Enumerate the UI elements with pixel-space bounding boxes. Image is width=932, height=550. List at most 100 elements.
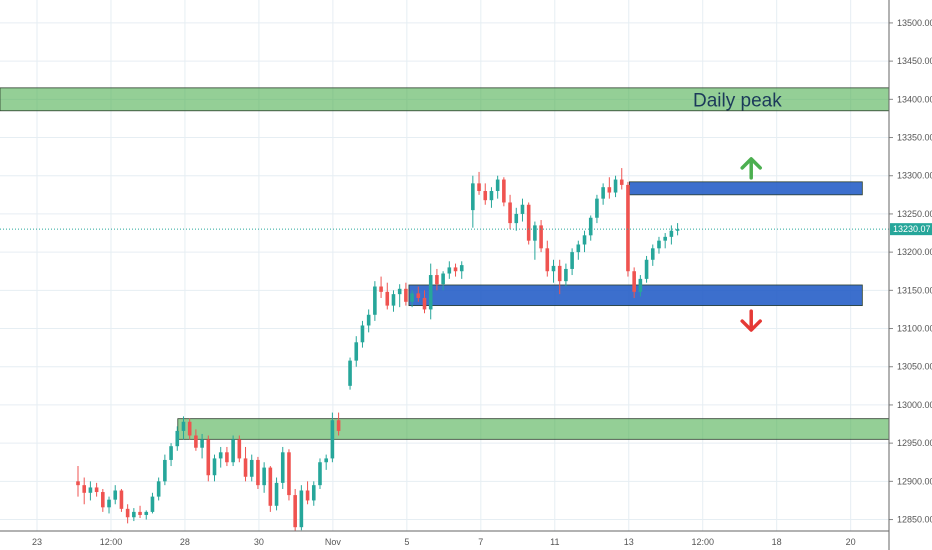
candle[interactable] [354,336,359,367]
candle[interactable] [150,492,155,514]
candle[interactable] [305,481,310,505]
candle[interactable] [495,175,500,199]
candle[interactable] [206,435,211,482]
candle[interactable] [410,290,414,308]
candle[interactable] [125,504,130,524]
candle[interactable] [132,508,136,522]
candle[interactable] [638,275,643,297]
candle[interactable] [428,263,433,320]
candle[interactable] [533,221,537,260]
candle[interactable] [477,171,481,195]
candle[interactable] [644,255,649,283]
candle[interactable] [385,282,390,310]
candle[interactable] [435,268,439,291]
candle[interactable] [459,261,464,279]
candle[interactable] [397,284,402,308]
price-axis[interactable]: 12850.00 12900.00 12950.00 13000.00 13050.00… [888,0,932,550]
candle[interactable] [557,259,562,295]
candle[interactable] [514,207,519,231]
candle[interactable] [526,202,531,245]
candle[interactable] [576,240,581,260]
candle[interactable] [218,446,223,468]
candle[interactable] [520,198,525,222]
candle[interactable] [613,175,618,198]
candle[interactable] [582,230,587,253]
candle[interactable] [657,236,661,254]
candle[interactable] [453,263,458,277]
candle[interactable] [564,263,568,287]
candle[interactable] [163,454,167,486]
candle[interactable] [243,446,248,482]
candle[interactable] [194,429,198,451]
candle[interactable] [669,225,674,245]
candle[interactable] [107,496,111,514]
candle[interactable] [404,282,408,306]
candle[interactable] [366,309,371,333]
candle[interactable] [471,175,475,228]
candle[interactable] [619,168,624,190]
candle[interactable] [588,215,593,241]
candle[interactable] [119,488,124,512]
candle[interactable] [373,281,377,321]
candle[interactable] [607,177,612,199]
candle[interactable] [249,454,254,482]
candle[interactable] [348,357,352,390]
candle[interactable] [280,446,285,489]
candle[interactable] [237,435,242,463]
candle[interactable] [447,261,452,279]
candle[interactable] [169,443,173,467]
candle[interactable] [508,194,512,230]
time-axis[interactable]: 23 12:00 28 30 Nov 5 7 11 13 12:00 18 20 [0,530,889,547]
candle[interactable] [231,435,235,467]
upper-resistance-zone[interactable] [629,181,863,196]
candle[interactable] [324,454,328,470]
candle[interactable] [225,446,229,467]
candle[interactable] [256,456,260,489]
candle[interactable] [489,187,494,208]
candle[interactable] [595,194,599,224]
candle[interactable] [88,481,93,501]
candle[interactable] [551,259,556,283]
candle[interactable] [113,485,118,505]
candle[interactable] [76,466,80,497]
candle[interactable] [299,485,304,531]
candle[interactable] [212,454,217,482]
candle[interactable] [181,416,186,440]
candle[interactable] [82,477,87,505]
candle[interactable] [632,267,636,298]
lower-support-zone[interactable] [177,418,890,440]
candle[interactable] [293,488,297,531]
candle[interactable] [650,244,655,266]
candles[interactable] [76,168,680,531]
candle[interactable] [101,488,105,512]
candle[interactable] [330,412,335,463]
candle[interactable] [502,177,506,207]
candle[interactable] [539,220,543,253]
candle[interactable] [187,418,192,440]
candle[interactable] [262,462,266,493]
candle[interactable] [360,320,365,348]
candle[interactable] [94,482,99,497]
candle[interactable] [601,183,605,205]
candle[interactable] [336,412,341,436]
candle[interactable] [441,271,445,291]
candle[interactable] [138,505,142,519]
candle[interactable] [144,510,149,520]
candle[interactable] [318,458,322,489]
candle[interactable] [663,233,667,249]
candle[interactable] [545,240,550,277]
candle[interactable] [156,477,161,501]
candle[interactable] [200,433,204,459]
candle[interactable] [274,477,279,511]
candle[interactable] [287,449,291,501]
candle[interactable] [311,481,316,506]
candle[interactable] [268,466,273,512]
candle[interactable] [379,276,383,298]
candle[interactable] [416,286,421,302]
candle[interactable] [570,248,574,276]
candle[interactable] [175,426,180,451]
candle[interactable] [391,290,396,312]
candle[interactable] [422,290,427,314]
candle[interactable] [483,183,488,205]
candle[interactable] [675,223,680,236]
